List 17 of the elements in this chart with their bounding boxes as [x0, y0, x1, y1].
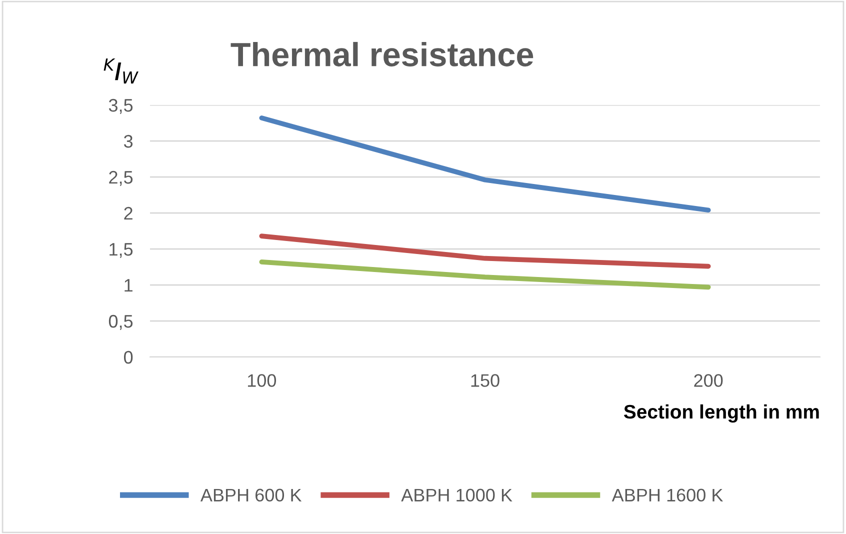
y-tick-label: 0 [124, 350, 133, 364]
y-tick-label: 2,5 [109, 170, 133, 186]
chart-title: Thermal resistance [230, 42, 534, 66]
y-axis-title: $^{K}$/$_{W}$ [104, 58, 138, 84]
y-tick-label: 1 [124, 279, 132, 292]
x-tick-label: 150 [471, 374, 500, 387]
y-tick-label: 1,5 [110, 243, 133, 258]
x-tick-label: 200 [694, 374, 723, 387]
y-tick-label: 3 [124, 134, 133, 148]
x-axis-title: Section length in mm [624, 404, 819, 423]
y-tick-label: 2 [124, 206, 132, 220]
x-tick-label: 100 [248, 374, 276, 387]
y-tick-label: 3,5 [108, 98, 133, 114]
legend-label: ABPH 600 K [200, 488, 302, 502]
y-tick-label: 0,5 [108, 314, 133, 330]
legend-label: ABPH 1000 K [401, 488, 512, 502]
legend-label: ABPH 1600 K [612, 488, 724, 502]
